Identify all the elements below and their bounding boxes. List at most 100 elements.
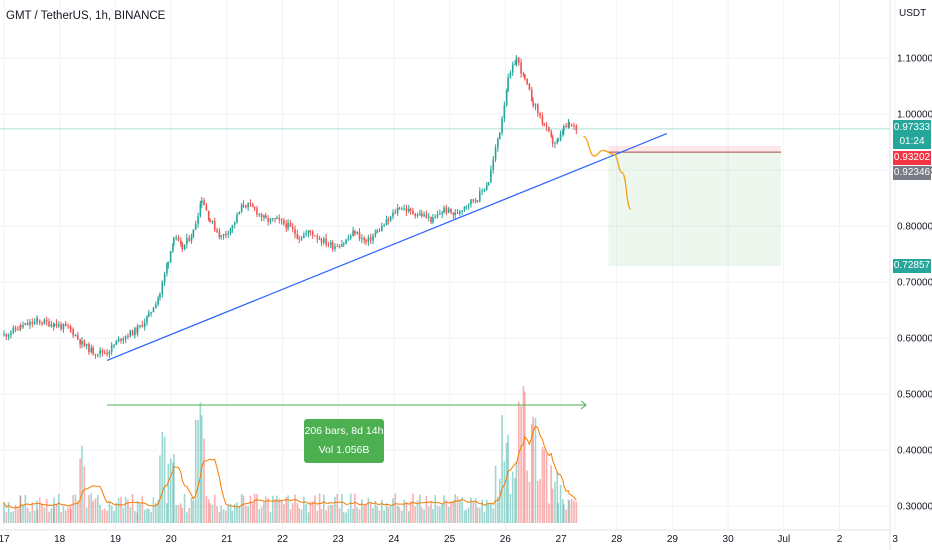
candle-body	[115, 341, 118, 345]
volume-bar	[197, 419, 199, 523]
grid	[0, 0, 896, 530]
price-tick-label: 0.60000	[897, 334, 932, 345]
candle-body	[523, 74, 526, 79]
volume-bar	[568, 500, 571, 523]
candle-body	[338, 246, 341, 248]
volume-bar	[136, 512, 139, 523]
candle-body	[476, 200, 479, 202]
candle-body	[551, 136, 554, 144]
candle-body	[432, 217, 434, 223]
volume-bar	[294, 494, 296, 523]
volume-bar	[92, 500, 94, 523]
volume-bar	[90, 493, 93, 523]
volume-bar	[67, 507, 69, 523]
candle-body	[463, 206, 466, 211]
candle-body	[260, 213, 263, 218]
candle-body	[447, 208, 450, 213]
candle-body	[227, 233, 230, 235]
candle-body	[167, 262, 170, 265]
volume-bar	[523, 391, 526, 523]
candle-body	[498, 132, 501, 140]
volume-bar	[276, 495, 278, 523]
volume-bar	[515, 461, 518, 523]
candle-body	[381, 225, 383, 232]
volume-bar	[316, 510, 319, 523]
candle-body	[236, 214, 238, 223]
candle-body	[358, 231, 361, 239]
volume-bar	[45, 499, 48, 523]
volume-bars	[3, 385, 578, 523]
volume-bar	[423, 509, 425, 523]
volume-bar	[127, 499, 129, 523]
candle-body	[83, 340, 86, 346]
candle-body	[62, 323, 65, 330]
candle-body	[67, 326, 69, 328]
volume-bar	[52, 507, 55, 523]
volume-bar	[342, 512, 345, 523]
candle-body	[264, 215, 267, 219]
candle-body	[17, 329, 19, 331]
candle-body	[64, 323, 67, 327]
volume-bar	[289, 509, 292, 523]
candle-body	[352, 230, 354, 237]
candle-body	[331, 242, 334, 249]
volume-bar	[528, 481, 531, 523]
candle-body	[280, 219, 283, 221]
volume-bar	[407, 511, 410, 523]
candle-body	[450, 208, 452, 213]
volume-bar	[233, 503, 236, 523]
candle-body	[60, 324, 62, 330]
candle-body	[556, 140, 559, 143]
volume-bar	[481, 499, 483, 523]
volume-bar	[554, 481, 556, 523]
volume-bar	[329, 504, 332, 523]
candle-body	[507, 77, 509, 91]
candle-body	[400, 208, 403, 210]
volume-bar	[263, 502, 265, 523]
volume-bar	[99, 504, 101, 523]
candle-body	[85, 343, 88, 346]
candle-body	[157, 297, 159, 305]
candle-body	[550, 131, 553, 137]
candle-body	[532, 101, 534, 106]
candlestick-series	[3, 54, 578, 359]
candle-body	[458, 211, 461, 214]
candle-body	[245, 205, 247, 208]
price-tick-label: 1.10000	[897, 54, 932, 65]
date-tick-label: 25	[444, 534, 456, 545]
candle-body	[136, 326, 139, 333]
volume-bar	[458, 499, 461, 523]
volume-bar	[347, 508, 350, 523]
volume-bar	[322, 494, 325, 523]
symbol-title: GMT / TetherUS, 1h, BINANCE	[6, 10, 166, 22]
candle-body	[263, 215, 265, 218]
candle-body	[148, 312, 150, 317]
volume-bar	[559, 484, 562, 523]
candle-body	[41, 323, 43, 325]
drawings[interactable]	[0, 128, 890, 410]
candle-body	[218, 231, 221, 238]
candle-body	[361, 238, 363, 240]
volume-bar	[134, 511, 136, 523]
candle-body	[419, 213, 421, 215]
volume-bar	[157, 499, 159, 523]
volume-bar	[152, 497, 155, 523]
candle-body	[517, 57, 520, 63]
candle-body	[316, 236, 319, 239]
candle-body	[505, 90, 508, 106]
volume-bar	[507, 434, 509, 523]
volume-bar	[161, 432, 164, 523]
volume-bar	[551, 488, 554, 523]
volume-bar	[236, 502, 238, 523]
candle-body	[374, 232, 377, 236]
volume-bar	[203, 438, 205, 523]
candle-body	[103, 352, 106, 354]
volume-bar	[94, 498, 97, 523]
candle-body	[233, 222, 236, 225]
volume-bar	[522, 385, 525, 523]
candle-body	[74, 335, 77, 337]
volume-bar	[3, 502, 5, 523]
candle-body	[565, 126, 567, 128]
candle-body	[383, 225, 385, 227]
